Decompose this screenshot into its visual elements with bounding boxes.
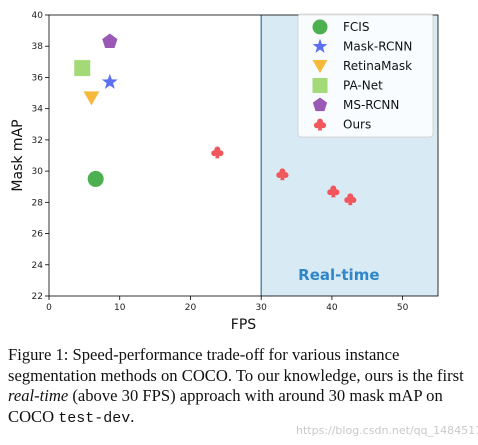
- data-point: [276, 168, 289, 181]
- data-points: [74, 33, 357, 206]
- legend-label: PA-Net: [343, 79, 383, 93]
- y-tick-label: 30: [32, 167, 44, 177]
- watermark: https://blog.csdn.net/qq_14845119: [296, 424, 478, 437]
- legend-box: [297, 13, 434, 138]
- y-tick-label: 36: [32, 73, 44, 83]
- legend-label: MS-RCNN: [343, 98, 399, 112]
- y-tick-label: 28: [32, 198, 44, 208]
- legend-marker: [313, 118, 327, 131]
- legend-label: Ours: [343, 118, 371, 132]
- legend-label: Mask-RCNN: [343, 40, 412, 54]
- y-tick-label: 40: [32, 11, 44, 21]
- x-tick-label: 30: [255, 303, 267, 313]
- y-tick-label: 24: [32, 261, 44, 271]
- legend-marker: [312, 78, 328, 93]
- data-point: [327, 185, 340, 198]
- x-tick-label: 0: [46, 303, 52, 313]
- legend-marker: [312, 60, 328, 74]
- caption-code: test-dev: [58, 409, 131, 427]
- y-tick-label: 26: [32, 230, 44, 240]
- data-point: [74, 60, 91, 77]
- legend: FCIS Mask-RCNN RetinaMask PA-Net MS-RCNN Ours: [297, 13, 434, 138]
- x-tick-label: 40: [326, 303, 338, 313]
- data-point: [344, 193, 357, 206]
- caption-lead: Figure 1: Speed-performance trade-off fo…: [8, 345, 464, 385]
- y-tick-label: 22: [32, 292, 43, 302]
- legend-label: RetinaMask: [343, 59, 412, 73]
- data-point: [102, 33, 118, 49]
- data-point: [101, 73, 118, 89]
- x-tick-label: 20: [185, 303, 197, 313]
- y-axis-label: Mask mAP: [10, 119, 26, 191]
- plot-frame: [48, 14, 439, 297]
- chart-figure: Real-time 0 10 20 30 40 50 22 24 26 28 30 32 34 36 38 4…: [10, 11, 439, 333]
- axis-ticks: 0 10 20 30 40 50 22 24 26 28 30 32 34 36 38 40: [32, 11, 409, 313]
- caption-middle: (above 30 FPS) approach with around 30 m…: [8, 386, 443, 426]
- y-tick-label: 34: [32, 105, 44, 115]
- x-tick-label: 10: [114, 303, 126, 313]
- legend-marker: [312, 97, 328, 112]
- caption-emphasis: real-time: [8, 386, 69, 405]
- legend-marker: [312, 38, 328, 53]
- legend-label: FCIS: [343, 20, 369, 34]
- data-point: [87, 170, 104, 187]
- data-point: [211, 146, 224, 159]
- data-point: [83, 91, 100, 106]
- legend-marker: [312, 19, 328, 35]
- x-axis-label: FPS: [231, 317, 256, 333]
- realtime-region-label: Real-time: [298, 266, 379, 284]
- caption-tail: .: [130, 406, 135, 426]
- y-tick-label: 32: [32, 136, 43, 146]
- x-tick-label: 50: [397, 303, 409, 313]
- figure-caption: Figure 1: Speed-performance trade-off fo…: [8, 345, 474, 429]
- y-tick-label: 38: [32, 42, 44, 52]
